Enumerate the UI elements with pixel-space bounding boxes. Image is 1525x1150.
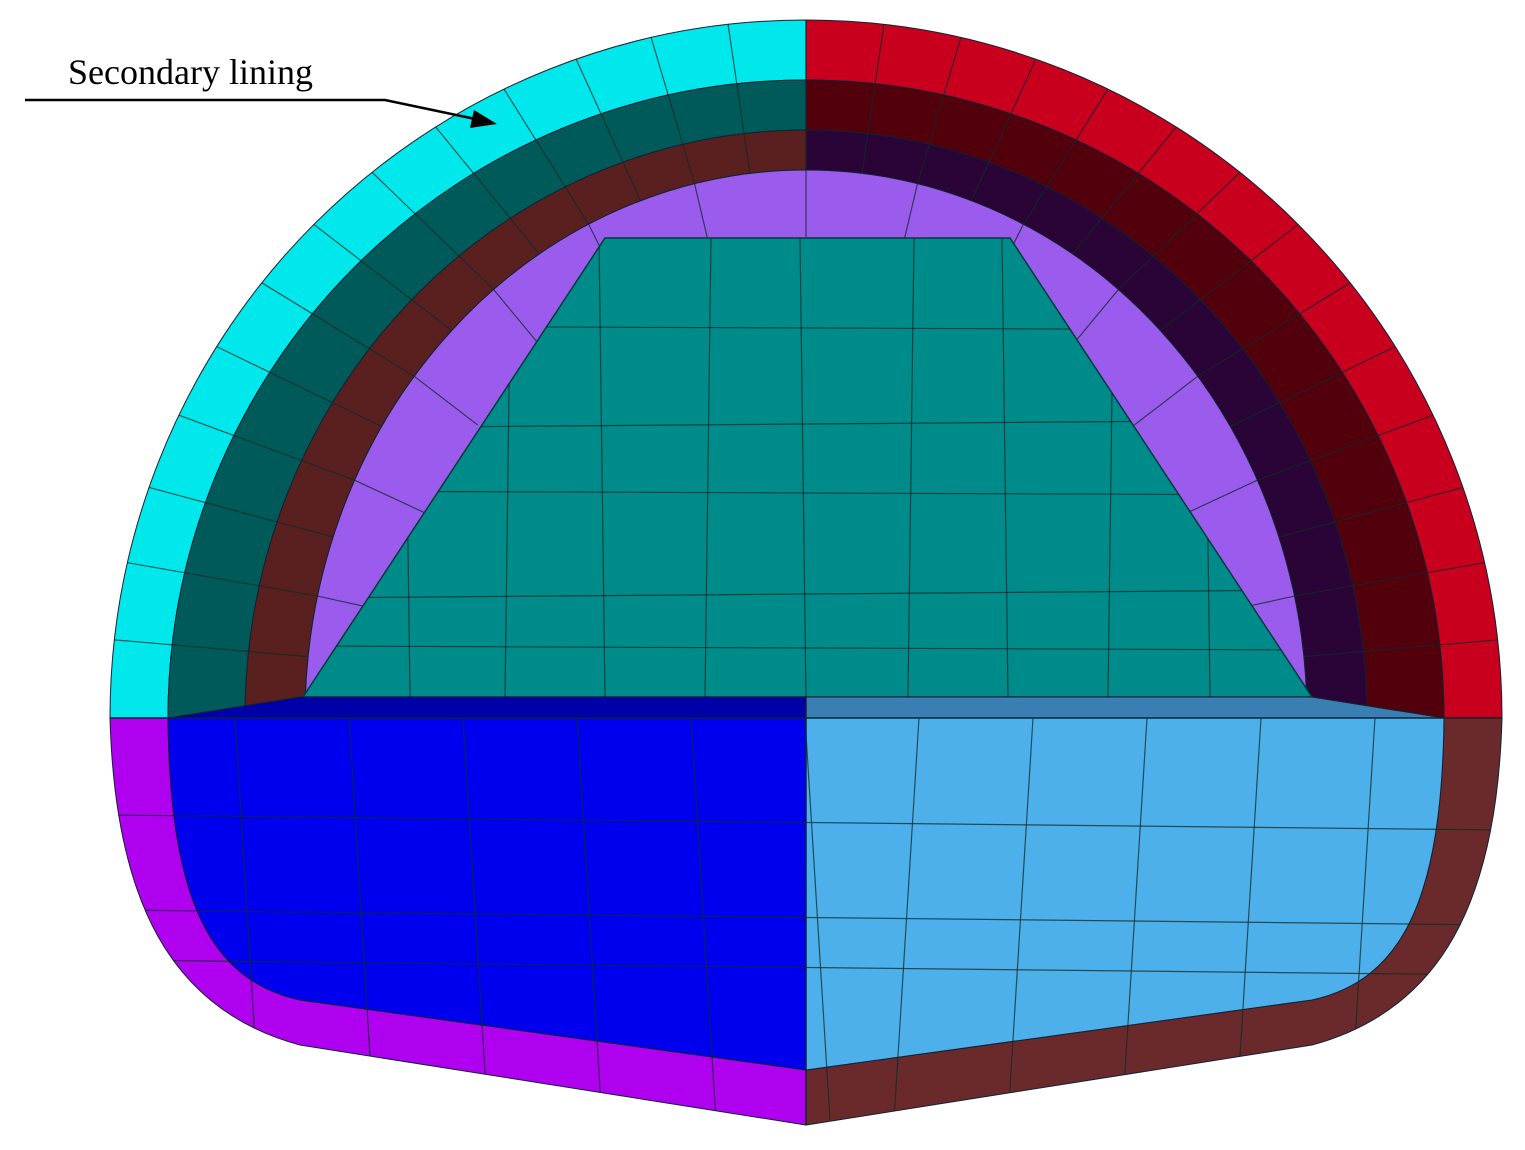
mesh-line xyxy=(1197,282,1351,377)
mesh-line xyxy=(1159,223,1299,331)
mesh-line xyxy=(261,282,415,377)
mesh-line xyxy=(354,479,428,515)
mesh-line xyxy=(1294,562,1485,597)
mesh-line xyxy=(216,346,383,427)
mesh-line xyxy=(178,414,355,481)
invert-right-fill xyxy=(805,717,1445,1071)
mesh-line xyxy=(970,58,1037,202)
mesh-line xyxy=(462,718,489,1121)
mesh-line xyxy=(1303,639,1498,658)
mesh-line xyxy=(1022,88,1109,225)
mesh-line xyxy=(1117,171,1241,290)
mesh-line xyxy=(348,718,375,1121)
annotation-arrowhead xyxy=(470,110,497,128)
mesh-line xyxy=(575,58,642,202)
mesh-line xyxy=(1121,718,1148,1121)
mesh-line xyxy=(148,486,334,538)
mesh-line xyxy=(303,645,1312,651)
mesh-line xyxy=(799,238,807,697)
mesh-line xyxy=(804,718,831,1121)
mesh-line xyxy=(1278,486,1464,538)
mesh-line xyxy=(1257,414,1434,481)
mesh-line xyxy=(493,289,545,351)
mesh-line xyxy=(413,375,478,426)
mesh-line xyxy=(435,126,540,255)
mesh-line xyxy=(1235,718,1262,1121)
mesh-line xyxy=(503,88,590,225)
mesh-line xyxy=(114,639,309,658)
mesh-line xyxy=(1184,479,1258,515)
mesh-line xyxy=(727,24,751,174)
mesh-line xyxy=(650,37,696,184)
mesh-line xyxy=(690,718,717,1121)
mesh-line xyxy=(303,589,1312,599)
mesh-line xyxy=(1134,375,1199,426)
mesh-line xyxy=(1229,346,1396,427)
mesh-line xyxy=(371,171,495,290)
mesh-line xyxy=(313,223,453,331)
annotation-label: Secondary lining xyxy=(68,52,313,92)
mesh-line xyxy=(127,562,318,597)
mesh-line xyxy=(1072,126,1177,255)
invert-left-fill xyxy=(167,717,807,1071)
mesh-line xyxy=(1001,238,1009,697)
mesh-line xyxy=(576,718,603,1121)
mesh-line xyxy=(907,238,915,697)
mesh-line xyxy=(303,490,1312,496)
mesh-line xyxy=(916,37,962,184)
mesh-line xyxy=(598,238,606,697)
mesh-line xyxy=(861,24,885,174)
annotation-leader xyxy=(25,98,481,122)
mesh-line xyxy=(1007,718,1034,1121)
mesh-line xyxy=(704,238,712,697)
